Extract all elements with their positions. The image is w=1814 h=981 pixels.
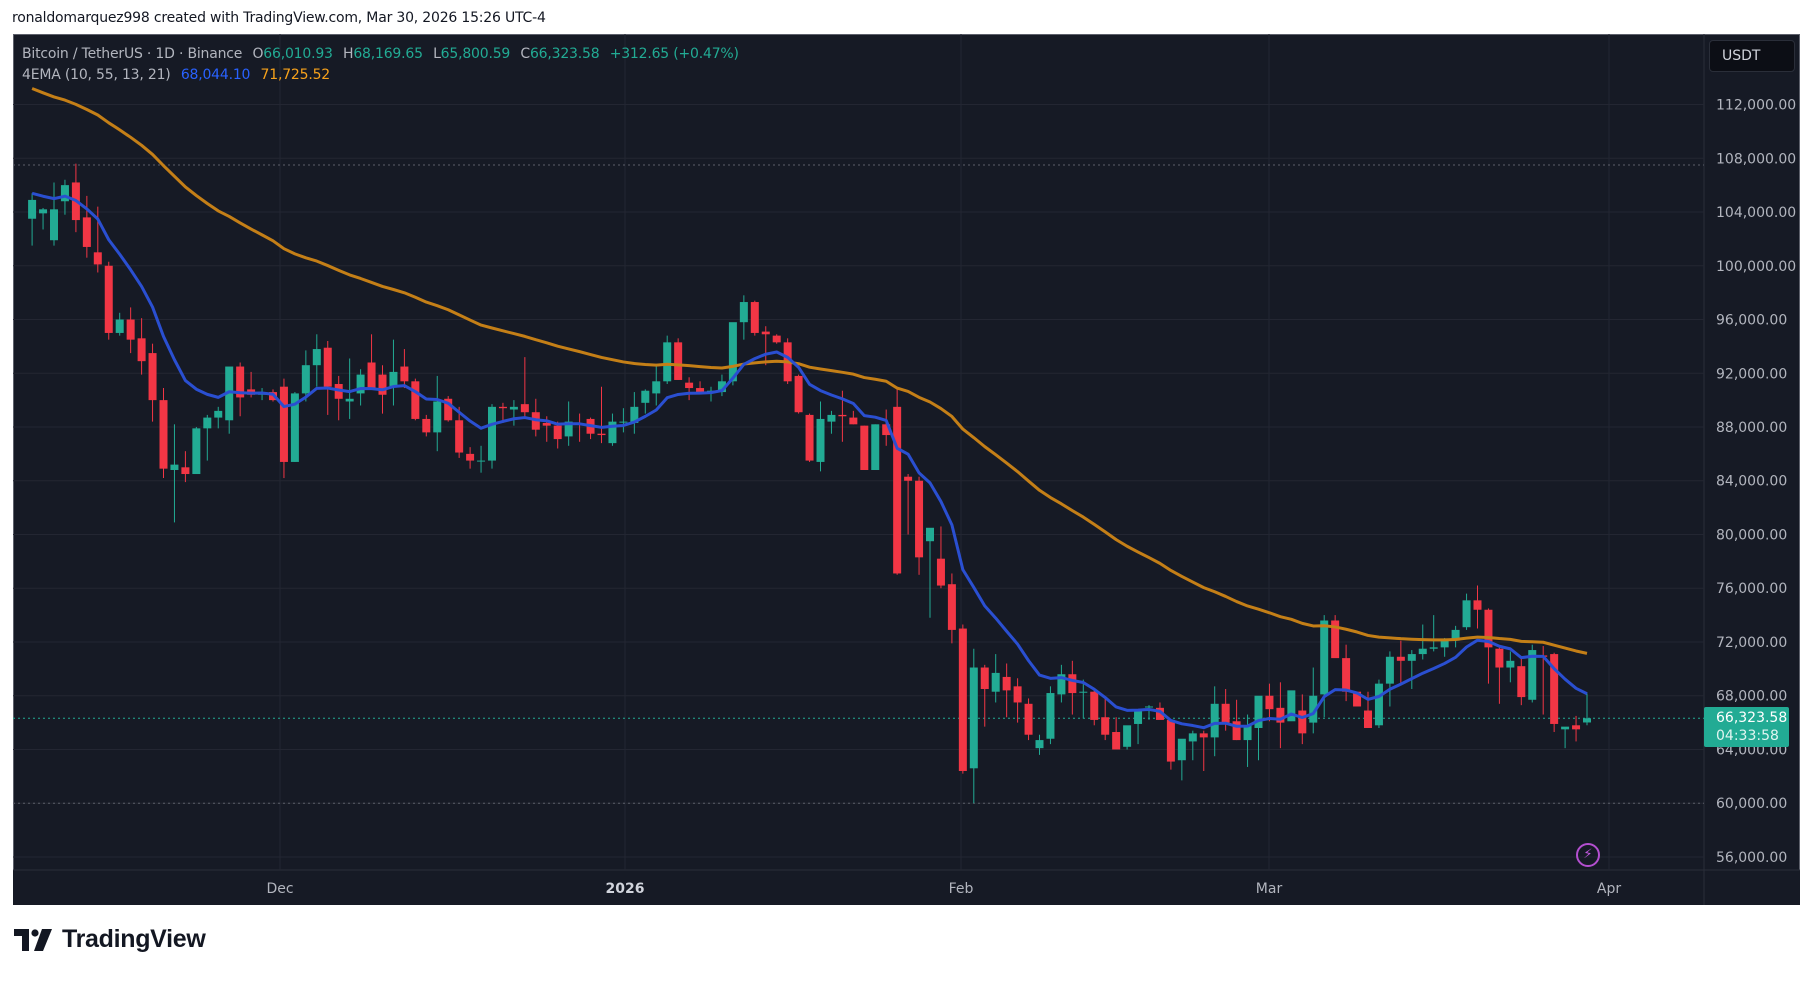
price-tick: 80,000.00 xyxy=(1716,527,1787,543)
bar-countdown: 04:33:58 xyxy=(1716,728,1779,744)
price-tick: 88,000.00 xyxy=(1716,420,1787,436)
tradingview-logo-icon xyxy=(14,928,52,951)
price-tick: 60,000.00 xyxy=(1716,796,1787,812)
lightning-icon[interactable]: ⚡︎ xyxy=(1576,843,1600,867)
time-tick: Feb xyxy=(949,881,974,897)
price-tick: 72,000.00 xyxy=(1716,635,1787,651)
close-label: C xyxy=(520,46,530,62)
symbol-title[interactable]: Bitcoin / TetherUS · 1D · Binance xyxy=(22,46,243,62)
price-tick: 76,000.00 xyxy=(1716,581,1787,597)
price-tick: 68,000.00 xyxy=(1716,689,1787,705)
tradingview-logo: TradingView xyxy=(14,925,206,954)
price-tick: 104,000.00 xyxy=(1716,205,1796,221)
last-price-label: 66,323.58 04:33:58 xyxy=(1704,707,1789,747)
chart-legend: Bitcoin / TetherUS · 1D · Binance O66,01… xyxy=(22,44,739,86)
time-tick: Dec xyxy=(266,881,293,897)
high-label: H xyxy=(343,46,354,62)
ema-slow-line xyxy=(31,87,1588,655)
price-tick: 92,000.00 xyxy=(1716,366,1787,382)
price-tick: 112,000.00 xyxy=(1716,98,1796,114)
symbol-row: Bitcoin / TetherUS · 1D · Binance O66,01… xyxy=(22,44,739,65)
time-tick: Apr xyxy=(1597,881,1621,897)
ema-fast-line xyxy=(31,191,1588,730)
change-value: +312.65 (+0.47%) xyxy=(609,46,739,62)
low-label: L xyxy=(433,46,441,62)
close-value: 66,323.58 xyxy=(529,46,600,62)
price-chart[interactable]: 112,000.00 108,000.00 104,000.00 100,000.00… xyxy=(13,34,1800,905)
ema-slow-value: 71,725.52 xyxy=(260,67,331,83)
price-tick: 56,000.00 xyxy=(1716,850,1787,866)
price-tick: 84,000.00 xyxy=(1716,474,1787,490)
currency-unit-button[interactable]: USDT xyxy=(1709,40,1795,72)
chart-credit: ronaldomarquez998 created with TradingVi… xyxy=(12,10,546,26)
price-tick: 108,000.00 xyxy=(1716,151,1796,167)
open-value: 66,010.93 xyxy=(263,46,333,62)
last-price-value: 66,323.58 xyxy=(1716,710,1788,726)
open-label: O xyxy=(252,46,264,62)
indicator-row: 4EMA (10, 55, 13, 21) 68,044.10 71,725.5… xyxy=(22,65,739,86)
price-tick: 96,000.00 xyxy=(1716,313,1787,329)
low-value: 65,800.59 xyxy=(440,46,511,62)
chart-frame xyxy=(13,34,1800,905)
high-value: 68,169.65 xyxy=(353,46,423,62)
brand-name: TradingView xyxy=(62,925,206,953)
candles xyxy=(28,163,1591,804)
indicator-title[interactable]: 4EMA (10, 55, 13, 21) xyxy=(22,67,171,83)
time-tick: 2026 xyxy=(606,881,645,897)
time-tick: Mar xyxy=(1256,881,1283,897)
ema-fast-value: 68,044.10 xyxy=(180,67,251,83)
price-tick: 100,000.00 xyxy=(1716,259,1796,275)
